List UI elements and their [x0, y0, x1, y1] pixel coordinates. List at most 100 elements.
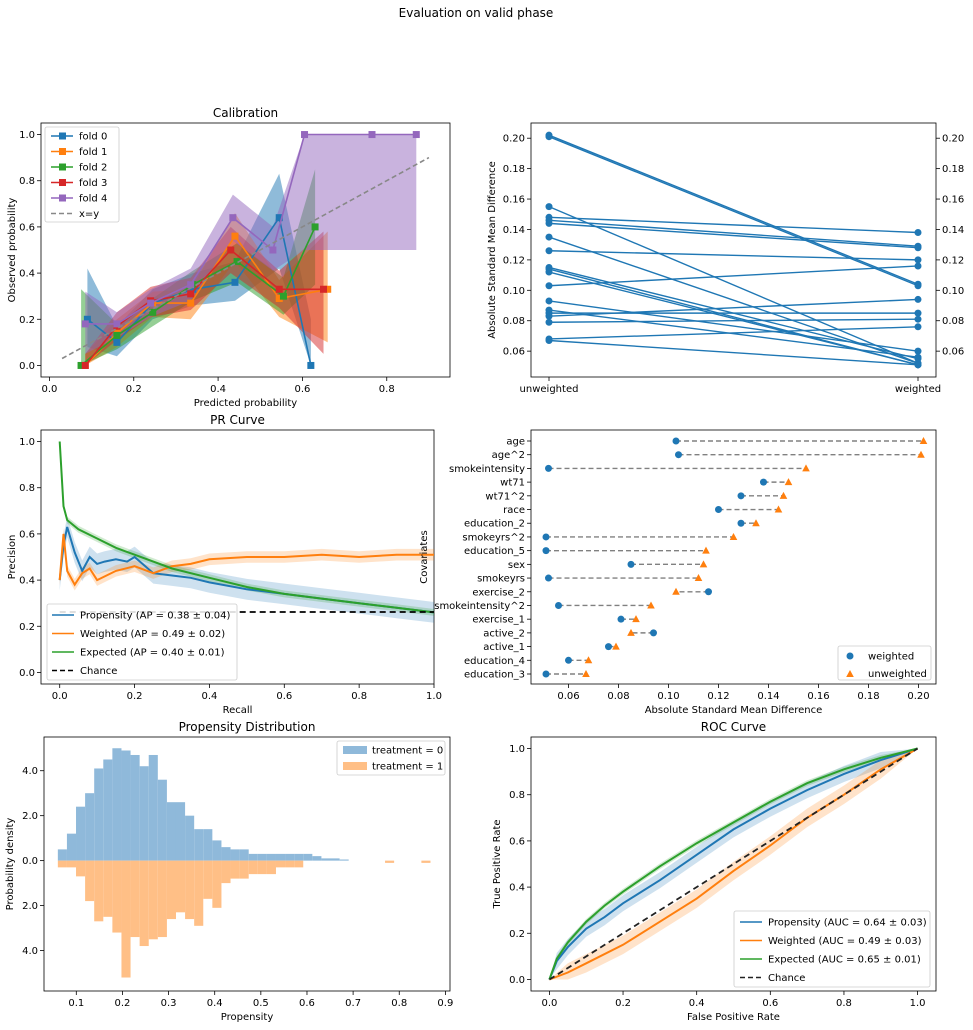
x-tick-label: 0.6	[299, 998, 315, 1009]
y-tick-label: 1.0	[19, 437, 35, 448]
data-point	[187, 299, 195, 307]
histogram-bar-treatment-1	[66, 860, 77, 868]
histogram-bar-treatment-1	[385, 860, 395, 863]
unweighted-point	[729, 532, 738, 540]
histogram-bar-treatment-0	[175, 802, 186, 861]
histogram-bar-treatment-0	[157, 779, 167, 861]
y-tick-label: 1.0	[509, 744, 525, 755]
slope-line	[548, 250, 919, 261]
y-tick-label: 0.06	[503, 347, 525, 358]
covariate-label: smokeintensity	[449, 464, 525, 475]
histogram-bar-treatment-0	[312, 856, 322, 861]
slope-line	[548, 298, 919, 317]
slope-line	[548, 206, 919, 364]
weighted-point	[715, 506, 722, 514]
y2-tick-label: 0.18	[942, 164, 964, 175]
covariate-label: smokeintensity^2	[434, 601, 525, 612]
weighted-point	[705, 588, 712, 596]
x-tick-label: 0.10	[657, 691, 679, 702]
data-point	[545, 318, 553, 326]
data-point	[914, 282, 922, 290]
propensity-distribution-panel: 0.1 0.2 0.3 0.4 0.5 0.6 0.7 0.8 0.9 4.0 2.0 0.0 2.0 4…	[5, 720, 453, 1023]
y-tick-label: 0.4	[19, 269, 35, 280]
data-point	[914, 315, 922, 323]
histogram-bar-treatment-0	[185, 815, 195, 861]
histogram-bar-treatment-0	[294, 853, 304, 861]
legend-label: Propensity (AUC = 0.64 ± 0.03)	[768, 918, 927, 929]
y-tick-label: 0.6	[19, 529, 35, 540]
histogram-bar-treatment-0	[339, 859, 349, 861]
histogram-bar-treatment-0	[330, 858, 340, 861]
histogram-bar-treatment-1	[275, 860, 286, 868]
x-tick-label: 0.8	[836, 998, 852, 1009]
x-tick-label: 0.2	[126, 384, 142, 395]
legend-marker	[59, 163, 66, 171]
chart-title: Calibration	[213, 106, 278, 120]
y-tick-label: 1.0	[19, 130, 35, 141]
data-point	[269, 246, 277, 254]
covariate-label: education_2	[464, 519, 525, 530]
data-point	[914, 309, 922, 317]
histogram-bar-treatment-0	[285, 853, 295, 861]
unweighted-point	[627, 628, 635, 636]
slope-line	[548, 339, 919, 366]
slope-line	[548, 134, 919, 285]
histogram-bar-treatment-0	[103, 759, 113, 861]
unweighted-point	[752, 519, 760, 527]
weighted-point	[605, 643, 612, 651]
histogram-bar-treatment-0	[303, 853, 313, 861]
histogram-bar-treatment-1	[94, 860, 104, 922]
unweighted-point	[582, 670, 590, 677]
slope-line	[548, 309, 919, 358]
histogram-bar-treatment-1	[266, 860, 276, 875]
legend-label: Expected (AUC = 0.65 ± 0.01)	[768, 955, 921, 966]
x-tick-label: 0.14	[757, 691, 779, 702]
data-point	[231, 278, 239, 286]
legend-box	[733, 910, 931, 988]
histogram-bar-treatment-1	[166, 860, 176, 920]
x-axis-label: False Positive Rate	[687, 1012, 780, 1023]
x-axis-label: Absolute Standard Mean Difference	[645, 705, 823, 716]
data-point	[233, 258, 241, 266]
axes-frame	[40, 429, 435, 685]
histogram-bar-treatment-0	[194, 829, 204, 861]
covariate-label: wt71	[500, 478, 525, 489]
x-tick-label: 0.4	[201, 691, 217, 702]
histogram-bar-treatment-1	[148, 860, 158, 940]
covariate-label: education_5	[464, 546, 525, 557]
confidence-band	[59, 528, 434, 591]
axes-frame	[530, 122, 937, 378]
histogram-bar-treatment-1	[212, 860, 222, 908]
legend-swatch	[343, 762, 367, 770]
x-tick-label: 0.2	[127, 691, 143, 702]
confidence-band	[85, 134, 417, 354]
x-tick-label: 0.1	[68, 998, 84, 1009]
histogram-bar-treatment-1	[194, 860, 204, 926]
confidence-band	[59, 516, 434, 623]
data-point	[301, 131, 309, 139]
data-point	[187, 290, 195, 298]
y2-tick-label: 0.12	[942, 255, 964, 266]
legend-marker	[59, 179, 66, 186]
y-tick-label: 0.0	[19, 361, 35, 372]
data-point	[320, 285, 328, 293]
covariate-label: active_2	[483, 628, 525, 639]
chart-title: ROC Curve	[701, 720, 766, 734]
y-axis-label: Precision	[7, 535, 18, 580]
x-tick-label: 0.12	[707, 691, 729, 702]
histogram-bar-treatment-0	[230, 849, 240, 861]
data-point	[311, 223, 319, 231]
covariate-label: wt71^2	[485, 491, 525, 502]
y-tick-label: 0.6	[509, 836, 525, 847]
data-point	[113, 331, 121, 339]
histogram-bar-treatment-0	[203, 829, 213, 861]
y-tick-label: 0.0	[22, 856, 38, 867]
legend-label: fold 1	[79, 147, 107, 158]
unweighted-point	[612, 642, 620, 650]
x-tick-label: 0.8	[391, 998, 407, 1009]
weighted-point	[555, 601, 562, 609]
histogram-bar-treatment-0	[221, 847, 231, 861]
weighted-point	[627, 560, 635, 568]
weighted-point	[542, 547, 550, 555]
histogram-bar-treatment-1	[57, 860, 67, 868]
